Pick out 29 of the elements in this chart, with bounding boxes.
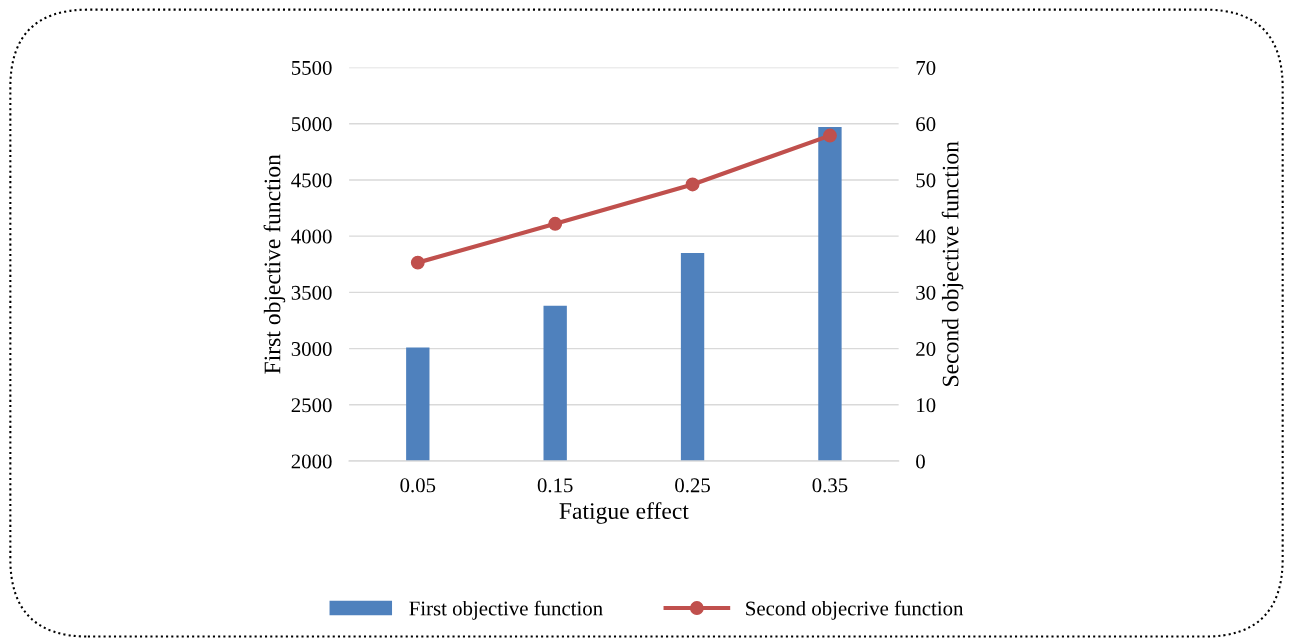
point (685, 177, 700, 192)
x-tick-label: 0.15 (537, 478, 573, 493)
y2-tick-label: 70 (916, 60, 936, 75)
legend-label: First objective function (409, 600, 603, 620)
y-tick-label: 2500 (291, 398, 332, 413)
y-tick-label: 3500 (291, 285, 332, 300)
y-tick-label: 3000 (291, 341, 332, 357)
y-tick-label: 5500 (291, 60, 332, 75)
point (822, 128, 837, 143)
y2-tick-label: 10 (917, 398, 936, 413)
y2-tick-label: 0 (916, 454, 925, 469)
y2-tick-label: 20 (916, 341, 936, 357)
x-tick-label: 0.05 (400, 478, 436, 493)
x-axis-title: Fatigue effect (559, 502, 689, 524)
y2-tick-label: 40 (915, 229, 936, 244)
x-tick-label: 0.35 (812, 478, 848, 493)
point (548, 216, 563, 231)
y-tick-label: 2000 (291, 454, 332, 469)
y2-tick-label: 30 (916, 285, 936, 300)
y-tick-label: 4000 (291, 229, 332, 244)
point (410, 255, 425, 270)
x-tick-label: 0.25 (675, 478, 710, 493)
y2-tick-label: 60 (916, 117, 936, 132)
y-tick-label: 4500 (291, 173, 332, 188)
y-axis-title: First objective function (263, 154, 286, 374)
legend-label: Second objecrive function (746, 600, 964, 620)
y2-tick-label: 50 (916, 173, 936, 188)
y-tick-label: 5000 (291, 117, 332, 132)
y2-axis-title: Second objective function (941, 141, 964, 386)
